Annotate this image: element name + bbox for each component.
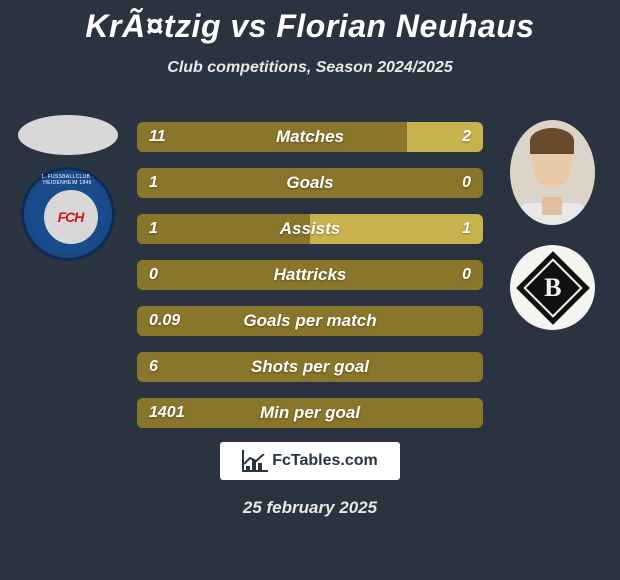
right-club-letter: B — [544, 273, 561, 303]
right-player-column: B — [495, 120, 610, 330]
stat-bar-left — [137, 122, 407, 152]
left-club-badge: 1. FUSSBALLCLUB · HEIDENHEIM 1846 FCH — [21, 167, 115, 261]
left-club-inner-circle: FCH — [44, 190, 98, 244]
right-club-diamond: B — [516, 251, 590, 325]
player-neck — [542, 197, 562, 215]
stat-value-right: 0 — [462, 260, 471, 290]
stat-value-left: 1401 — [149, 398, 185, 428]
stat-value-left: 6 — [149, 352, 158, 382]
left-player-photo — [18, 115, 118, 155]
stat-value-right: 2 — [462, 122, 471, 152]
comparison-bars: 112Matches10Goals11Assists00Hattricks0.0… — [137, 122, 483, 444]
left-club-abbr: FCH — [58, 209, 84, 225]
comparison-date: 25 february 2025 — [0, 498, 620, 518]
left-club-arc-text: 1. FUSSBALLCLUB · HEIDENHEIM 1846 — [24, 174, 112, 186]
right-club-badge: B — [510, 245, 595, 330]
stat-value-right: 0 — [462, 168, 471, 198]
stat-row: 6Shots per goal — [137, 352, 483, 382]
stat-bar-left — [137, 306, 483, 336]
stat-row: 1401Min per goal — [137, 398, 483, 428]
stat-value-left: 1 — [149, 214, 158, 244]
stat-row: 0.09Goals per match — [137, 306, 483, 336]
brand-logo: FcTables.com — [220, 442, 400, 480]
stat-value-left: 11 — [149, 122, 166, 152]
page-title: KrÃ¤tzig vs Florian Neuhaus — [0, 0, 620, 45]
stat-value-left: 0 — [149, 260, 158, 290]
stat-bar-left — [137, 214, 310, 244]
player-hair — [530, 128, 574, 154]
stat-bar-left — [137, 398, 483, 428]
stat-bar-left — [137, 168, 483, 198]
stat-row: 112Matches — [137, 122, 483, 152]
page-subtitle: Club competitions, Season 2024/2025 — [0, 59, 620, 77]
stat-value-right: 1 — [462, 214, 471, 244]
stat-value-left: 0.09 — [149, 306, 180, 336]
stat-row: 11Assists — [137, 214, 483, 244]
stat-bar-right — [407, 122, 483, 152]
left-player-column: 1. FUSSBALLCLUB · HEIDENHEIM 1846 FCH — [10, 115, 125, 271]
brand-text: FcTables.com — [272, 452, 378, 470]
stat-row: 00Hattricks — [137, 260, 483, 290]
stat-bar-right — [310, 214, 483, 244]
stat-bar-left — [137, 352, 483, 382]
brand-chart-icon — [242, 450, 268, 472]
right-player-photo — [510, 120, 595, 225]
stat-row: 10Goals — [137, 168, 483, 198]
stat-value-left: 1 — [149, 168, 158, 198]
